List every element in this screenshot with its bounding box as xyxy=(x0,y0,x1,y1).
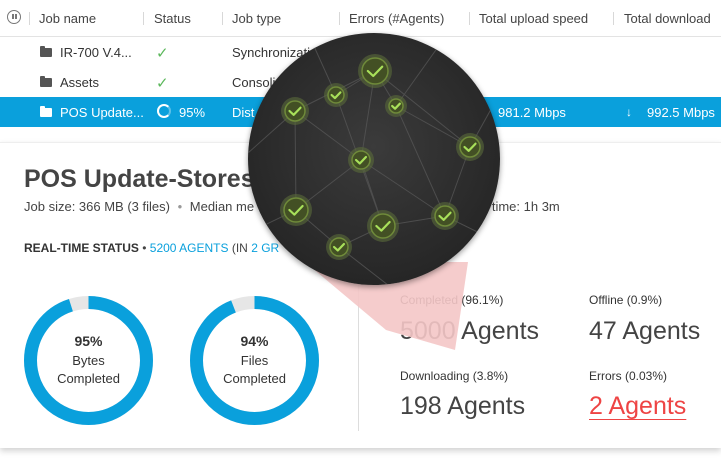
bytes-donut: 95% Bytes Completed xyxy=(22,294,155,427)
network-graph xyxy=(248,33,500,285)
job-name: IR-700 V.4... xyxy=(60,45,132,60)
pause-all-icon[interactable] xyxy=(7,10,21,24)
job-type: Consoli xyxy=(232,75,276,90)
files-percent: 94% xyxy=(240,333,269,349)
agent-node-icon xyxy=(280,194,312,226)
column-download-speed[interactable]: Total download xyxy=(624,11,711,26)
downloading-label: Downloading (3.8%) xyxy=(400,369,509,383)
download-speed: 992.5 Mbps xyxy=(647,105,715,120)
offline-value: 47 Agents xyxy=(589,317,701,345)
column-errors[interactable]: Errors (#Agents) xyxy=(349,11,445,26)
job-title: POS Update-Stores xyxy=(24,165,255,193)
job-name: POS Update... xyxy=(60,105,144,120)
files-donut-ring xyxy=(190,296,319,425)
job-time: d time: 1h 3m xyxy=(481,199,560,214)
job-name: Assets xyxy=(60,75,100,90)
agent-node-icon xyxy=(281,97,309,125)
column-status[interactable]: Status xyxy=(154,11,191,26)
folder-icon xyxy=(40,106,52,117)
job-type: Synchronizati xyxy=(232,45,311,60)
column-separator xyxy=(29,12,30,25)
table-row[interactable]: IR-700 V.4... ✓ Synchronizati xyxy=(0,37,721,67)
downloading-value: 198 Agents xyxy=(400,392,526,420)
realtime-label: REAL-TIME STATUS xyxy=(24,241,139,255)
folder-icon xyxy=(40,76,52,87)
column-separator xyxy=(143,12,144,25)
agent-node-icon xyxy=(456,133,484,161)
download-arrow-icon: ↓ xyxy=(626,105,632,119)
column-job-type[interactable]: Job type xyxy=(232,11,282,26)
column-job-name[interactable]: Job name xyxy=(39,11,97,26)
agent-node-icon xyxy=(385,95,407,117)
job-meta: Job size: 366 MB (3 files) • Median me xyxy=(24,199,254,214)
progress-spinner-icon xyxy=(157,104,171,118)
check-icon: ✓ xyxy=(156,45,169,62)
realtime-bullet: • xyxy=(142,241,147,255)
column-separator xyxy=(339,12,340,25)
agent-node-icon xyxy=(367,210,399,242)
job-size: Job size: 366 MB (3 files) xyxy=(24,199,170,214)
job-type: Dist xyxy=(232,105,255,120)
agent-node-icon xyxy=(348,147,374,173)
realtime-status: REAL-TIME STATUS • 5200 AGENTS (IN 2 GR xyxy=(24,241,279,255)
folder-icon xyxy=(40,46,52,57)
column-separator xyxy=(222,12,223,25)
job-median: Median me xyxy=(189,199,255,214)
bytes-donut-ring xyxy=(24,296,153,425)
agent-node-icon xyxy=(324,83,348,107)
in-prefix: (IN xyxy=(231,241,248,255)
errors-link[interactable]: 2 Agents xyxy=(589,392,687,420)
upload-speed: 981.2 Mbps xyxy=(498,105,566,120)
bytes-label: Bytes xyxy=(72,353,105,368)
column-upload-speed[interactable]: Total upload speed xyxy=(479,11,589,26)
agent-node-icon xyxy=(326,234,352,260)
agents-network-magnifier xyxy=(248,33,500,285)
agents-link[interactable]: 5200 AGENTS xyxy=(149,241,229,255)
groups-link[interactable]: 2 GR xyxy=(251,241,280,255)
bytes-sublabel: Completed xyxy=(57,371,120,386)
errors-label: Errors (0.03%) xyxy=(589,369,668,383)
bytes-percent: 95% xyxy=(74,333,103,349)
meta-bullet: • xyxy=(177,199,183,214)
agent-node-icon xyxy=(358,54,392,88)
files-label: Files xyxy=(240,353,269,368)
column-separator xyxy=(469,12,470,25)
column-separator xyxy=(613,12,614,25)
agent-node-icon xyxy=(431,202,459,230)
offline-label: Offline (0.9%) xyxy=(589,293,663,307)
check-icon: ✓ xyxy=(156,75,169,92)
files-sublabel: Completed xyxy=(223,371,286,386)
job-status: 95% xyxy=(179,105,206,120)
files-donut: 94% Files Completed xyxy=(188,294,321,427)
divider xyxy=(358,271,359,431)
table-row[interactable]: Assets ✓ Consoli xyxy=(0,67,721,97)
